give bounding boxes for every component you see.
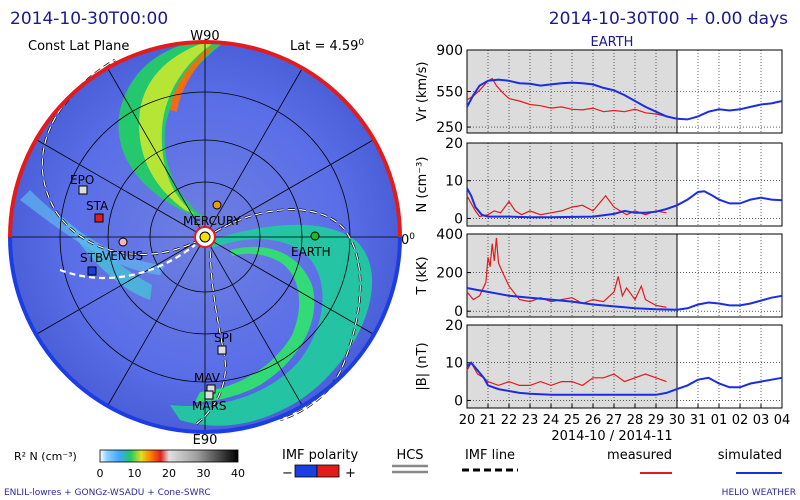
x-tick-label: 20 <box>459 413 476 428</box>
subtitle: EARTH <box>591 35 634 50</box>
panel-frame <box>466 233 783 318</box>
imf-polarity-legend: IMF polarity − + <box>282 448 358 481</box>
polarity-minus: − <box>282 466 293 481</box>
x-tick-label: 21 <box>480 413 497 428</box>
x-axis-label: 2014-10 / 2014-11 <box>551 429 672 444</box>
imf-line-legend: IMF line <box>462 448 518 472</box>
marker-venus <box>118 237 128 247</box>
footer-left: ENLIL-lowres + GONGz-WSADU + Cone-SWRC <box>4 488 211 498</box>
object-markers: EPO STA VENUS STB MERCURY EARTH SPI MAV … <box>70 173 331 413</box>
polarity-ring-blue <box>8 236 402 434</box>
x-tick-label: 25 <box>564 413 581 428</box>
y-axis-label: N (cm⁻³) <box>415 157 430 213</box>
y-tick-label: 10 <box>445 174 463 190</box>
colorbar-label: R² N (cm⁻³) <box>14 450 77 463</box>
label-earth: EARTH <box>291 245 331 259</box>
simulated-series-line <box>466 187 783 219</box>
marker-mercury <box>212 200 222 210</box>
panel-frame <box>466 142 783 227</box>
colorbar: R² N (cm⁻³) 0 10 20 30 40 <box>14 449 245 480</box>
y-tick-label: 400 <box>436 227 463 243</box>
left-title: 2014-10-30T00:00 <box>10 9 168 29</box>
x-tick-label: 23 <box>522 413 539 428</box>
y-tick-label: 0 <box>454 211 463 227</box>
y-tick-label: 900 <box>436 43 463 59</box>
x-tick-label: 04 <box>774 413 791 428</box>
footer-right: HELIO WEATHER <box>722 488 796 498</box>
simulated-label: simulated <box>718 448 782 463</box>
x-tick-label: 03 <box>753 413 770 428</box>
y-tick-label: 10 <box>445 356 463 372</box>
label-sta: STA <box>86 199 109 213</box>
polarity-ring-red <box>204 40 402 238</box>
hcs-label: HCS <box>396 448 423 463</box>
y-axis-label: |B| (nT) <box>415 342 430 390</box>
colorbar-tick: 30 <box>197 467 211 480</box>
hcs-legend: HCS <box>392 448 428 474</box>
x-tick-label: 22 <box>501 413 518 428</box>
y-tick-label: 200 <box>436 266 463 282</box>
label-spi: SPI <box>214 331 232 345</box>
imf-line-label: IMF line <box>465 448 515 463</box>
right-title: 2014-10-30T00 + 0.00 days <box>549 9 788 29</box>
colorbar-tick: 0 <box>97 467 104 480</box>
label-mars: MARS <box>192 399 227 413</box>
x-tick-label: 01 <box>711 413 728 428</box>
y-tick-label: 250 <box>436 120 463 136</box>
x-tick-label: 29 <box>648 413 665 428</box>
y-axis-label: T (kK) <box>415 256 430 295</box>
x-tick-label: 02 <box>732 413 749 428</box>
bottom-label: E90 <box>193 433 218 448</box>
polarity-swatch-blue <box>294 464 318 478</box>
upper-density-arm <box>118 42 230 218</box>
colorbar-tick: 10 <box>128 467 142 480</box>
simulated-series-line <box>466 361 783 396</box>
simulated-series-line <box>466 78 783 121</box>
marker-stb <box>87 266 97 276</box>
x-tick-label: 24 <box>543 413 560 428</box>
polarity-plus: + <box>345 466 356 481</box>
plane-label: Const Lat Plane <box>28 39 129 54</box>
x-tick-label: 27 <box>606 413 623 428</box>
simulated-series-line <box>466 287 783 311</box>
imf-line-arc <box>59 244 196 279</box>
marker-sta <box>94 213 104 223</box>
series-legend: measured simulated <box>607 448 782 474</box>
imf-polarity-label: IMF polarity <box>282 448 358 463</box>
y-tick-label: 0 <box>454 393 463 409</box>
lower-density-arm <box>170 224 373 426</box>
x-tick-label: 31 <box>690 413 707 428</box>
right-label: 00 <box>401 232 415 248</box>
marker-epo <box>78 185 88 195</box>
y-tick-label: 20 <box>445 318 463 334</box>
marker-earth <box>310 231 320 241</box>
marker-spi <box>217 345 227 355</box>
colorbar-tick: 40 <box>231 467 245 480</box>
polar-disc <box>8 40 402 434</box>
measured-series-line <box>466 194 667 218</box>
x-tick-label: 30 <box>669 413 686 428</box>
lat-label: Lat = 4.590 <box>290 38 364 54</box>
measured-label: measured <box>607 448 672 463</box>
label-mav: MAV <box>194 371 221 385</box>
y-tick-label: 0 <box>454 304 463 320</box>
label-mercury: MERCURY <box>183 214 241 228</box>
colorbar-tick: 20 <box>162 467 176 480</box>
label-stb: STB <box>80 251 103 265</box>
y-tick-label: 550 <box>436 85 463 101</box>
polarity-swatch-red <box>316 464 340 478</box>
x-tick-label: 28 <box>627 413 644 428</box>
marker-mars <box>204 390 214 400</box>
label-epo: EPO <box>70 173 94 187</box>
x-tick-label: 26 <box>585 413 602 428</box>
colorbar-gradient <box>99 449 239 463</box>
label-venus: VENUS <box>102 249 143 263</box>
y-tick-label: 20 <box>445 136 463 152</box>
y-axis-label: Vr (km/s) <box>415 62 430 122</box>
